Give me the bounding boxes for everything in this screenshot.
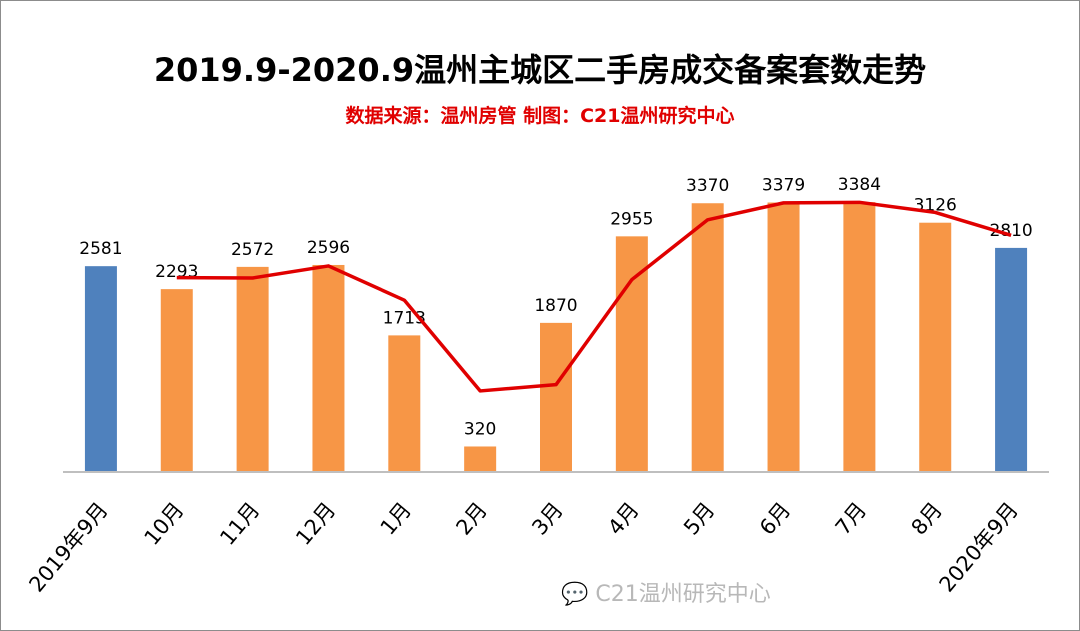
data-label: 3384 bbox=[838, 175, 881, 195]
data-label: 320 bbox=[464, 419, 496, 439]
data-label: 2581 bbox=[79, 239, 122, 259]
data-label: 2572 bbox=[231, 240, 274, 260]
x-tick-label: 8月 bbox=[907, 498, 947, 540]
data-label: 2810 bbox=[989, 221, 1032, 241]
bar bbox=[388, 335, 421, 472]
x-tick-label: 3月 bbox=[527, 498, 567, 540]
bar bbox=[464, 446, 497, 472]
data-label: 3370 bbox=[686, 176, 729, 196]
bar bbox=[767, 202, 800, 472]
watermark-text: C21温州研究中心 bbox=[595, 582, 771, 607]
bar bbox=[312, 264, 345, 472]
wechat-icon: 💬 bbox=[561, 582, 589, 607]
x-tick-label: 7月 bbox=[831, 498, 871, 540]
bar bbox=[84, 266, 117, 472]
x-tick-label: 11月 bbox=[215, 498, 264, 550]
chart-subtitle: 数据来源：温州房管 制图：C21温州研究中心 bbox=[345, 105, 735, 127]
x-tick-label: 2月 bbox=[452, 498, 492, 540]
data-label: 1870 bbox=[534, 296, 577, 316]
x-tick-label: 2020年9月 bbox=[935, 498, 1023, 597]
bar bbox=[540, 322, 572, 472]
chart-title: 2019.9-2020.9温州主城区二手房成交备案套数走势 bbox=[153, 51, 927, 89]
bar bbox=[691, 203, 724, 472]
bar bbox=[615, 236, 648, 472]
bar bbox=[995, 247, 1028, 472]
bar bbox=[236, 266, 269, 472]
x-tick-label: 2019年9月 bbox=[24, 498, 112, 597]
x-tick-label: 1月 bbox=[376, 498, 416, 540]
trendline bbox=[176, 200, 1012, 393]
bar bbox=[160, 289, 193, 472]
data-label: 2596 bbox=[307, 238, 350, 258]
x-tick-label: 6月 bbox=[755, 498, 795, 540]
data-label: 3379 bbox=[762, 176, 805, 196]
data-label: 2955 bbox=[610, 209, 653, 229]
x-tick-label: 5月 bbox=[679, 498, 719, 540]
x-tick-label: 12月 bbox=[291, 498, 340, 550]
x-tick-label: 10月 bbox=[140, 498, 189, 550]
watermark: 💬 C21温州研究中心 bbox=[561, 576, 771, 608]
bar bbox=[919, 222, 952, 472]
bar bbox=[843, 202, 876, 472]
x-tick-label: 4月 bbox=[603, 498, 643, 540]
